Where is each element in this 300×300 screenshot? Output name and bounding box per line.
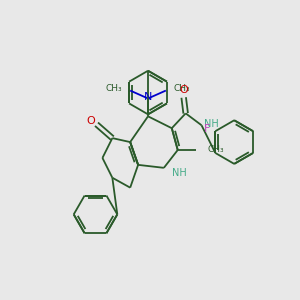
Text: NH: NH bbox=[205, 119, 219, 129]
Text: NH: NH bbox=[172, 168, 187, 178]
Text: F: F bbox=[204, 124, 211, 134]
Text: CH₃: CH₃ bbox=[106, 84, 122, 93]
Text: O: O bbox=[179, 85, 188, 94]
Text: CH₃: CH₃ bbox=[208, 146, 224, 154]
Text: N: N bbox=[144, 92, 152, 101]
Text: O: O bbox=[86, 116, 95, 126]
Text: CH₃: CH₃ bbox=[174, 84, 190, 93]
